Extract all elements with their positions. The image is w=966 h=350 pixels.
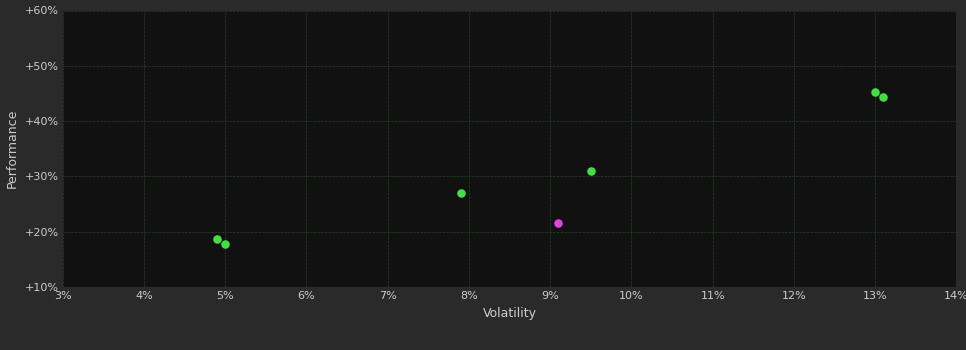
Point xyxy=(551,220,566,226)
Point xyxy=(453,190,469,196)
Point xyxy=(875,94,891,100)
Point xyxy=(217,241,233,247)
X-axis label: Volatility: Volatility xyxy=(483,307,536,320)
Point xyxy=(583,168,599,174)
Y-axis label: Performance: Performance xyxy=(6,109,19,188)
Point xyxy=(867,90,883,95)
Point xyxy=(210,236,225,242)
